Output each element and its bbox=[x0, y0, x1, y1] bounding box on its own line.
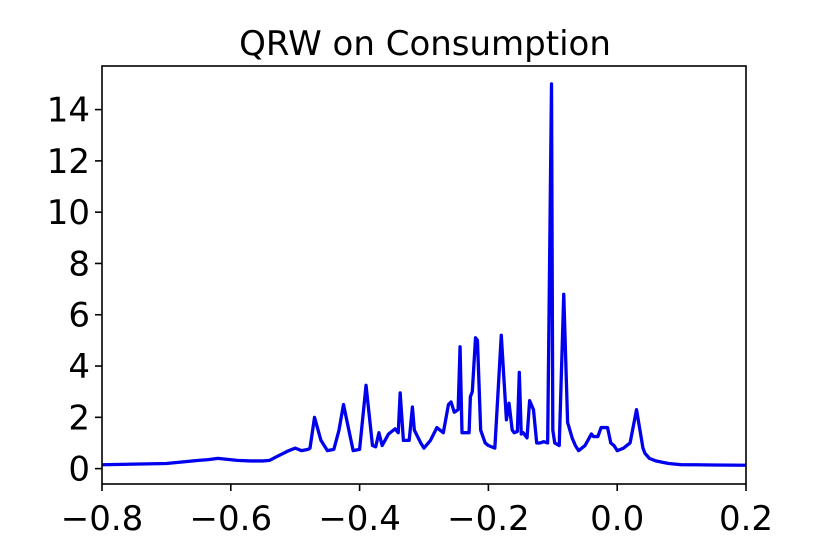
y-tick-label: 8 bbox=[68, 244, 90, 284]
y-tick-label: 10 bbox=[47, 193, 90, 233]
y-tick-label: 2 bbox=[68, 398, 90, 438]
y-axis: 0 2 4 6 8 10 12 14 bbox=[47, 91, 102, 490]
x-tick-label: 0.0 bbox=[590, 499, 644, 539]
plot-area bbox=[101, 82, 747, 467]
x-tick-label: −0.6 bbox=[190, 499, 273, 539]
y-tick-label: 0 bbox=[68, 450, 90, 490]
plot-frame bbox=[101, 65, 747, 485]
y-tick-label: 6 bbox=[68, 296, 90, 336]
x-tick-label: 0.2 bbox=[719, 499, 773, 539]
x-tick-label: −0.4 bbox=[318, 499, 401, 539]
y-tick-label: 12 bbox=[47, 142, 90, 182]
chart-title: QRW on Consumption bbox=[239, 24, 611, 64]
y-tick-label: 4 bbox=[68, 347, 90, 387]
x-tick-label: −0.2 bbox=[447, 499, 530, 539]
series-line bbox=[101, 82, 747, 467]
y-tick-label: 14 bbox=[47, 91, 90, 131]
x-tick-label: −0.8 bbox=[61, 499, 144, 539]
x-axis: −0.8 −0.6 −0.4 −0.2 0.0 0.2 bbox=[61, 484, 773, 539]
